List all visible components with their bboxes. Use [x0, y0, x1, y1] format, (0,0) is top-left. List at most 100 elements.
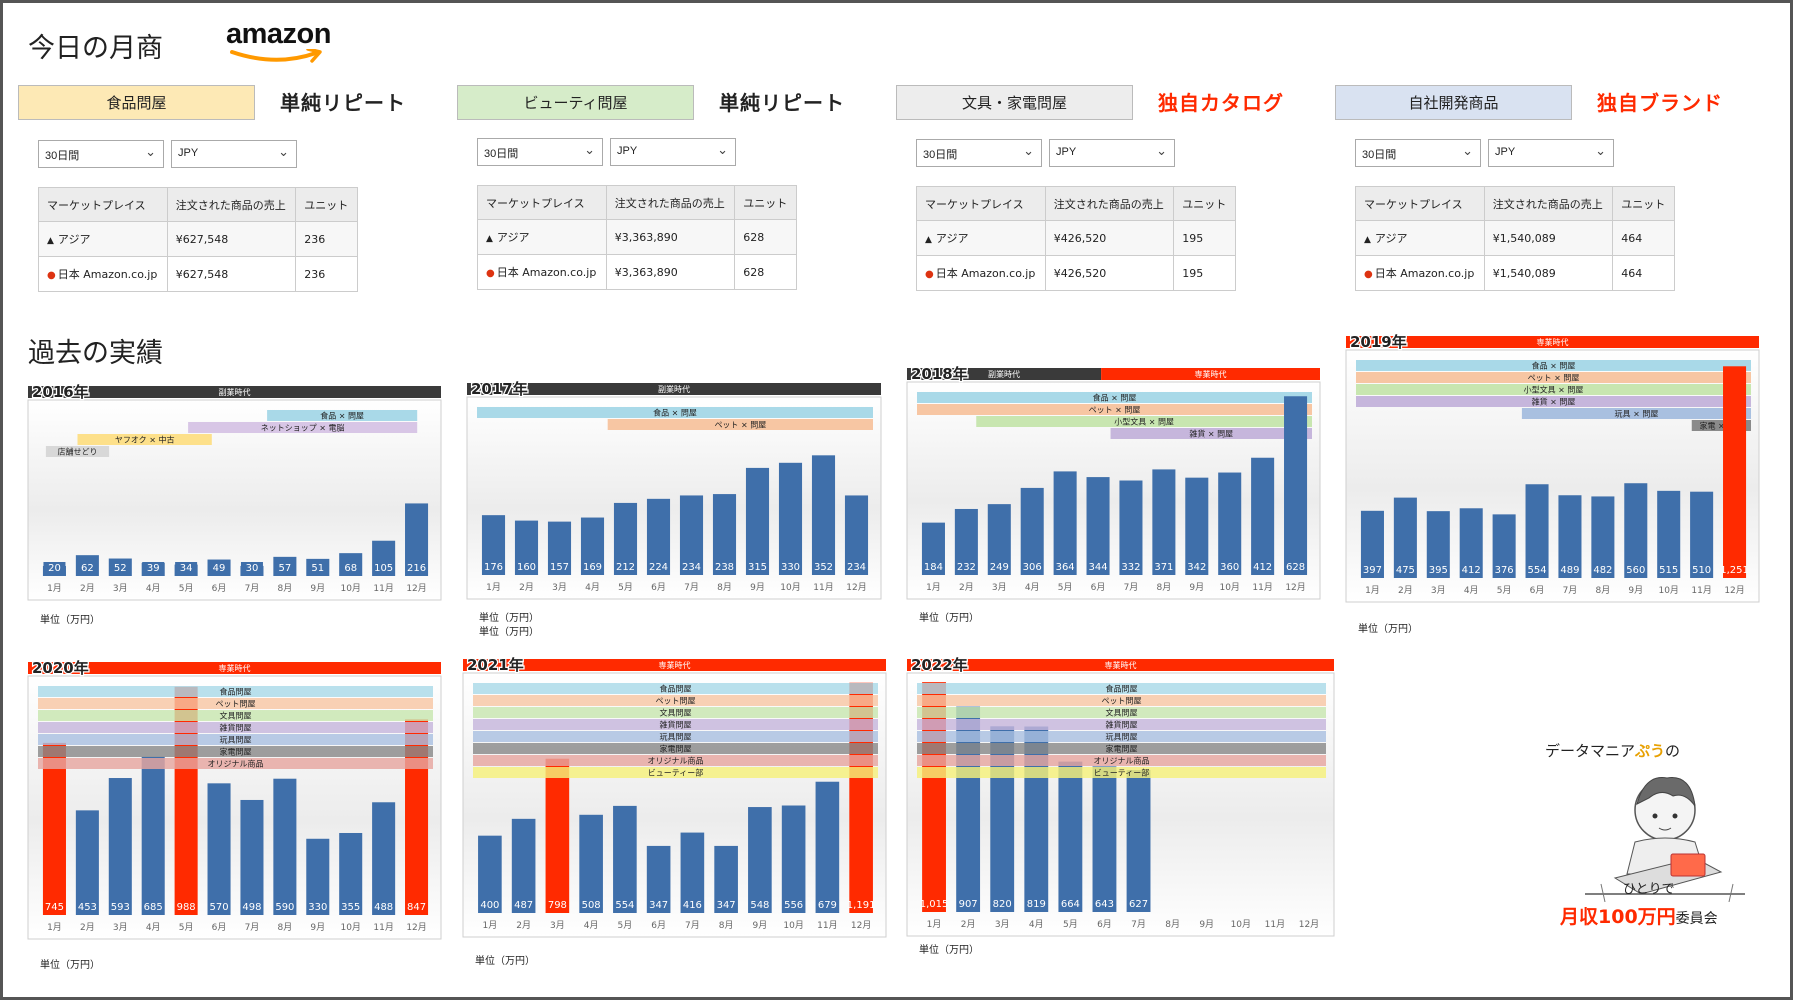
month-tick-label: 4月	[585, 582, 600, 593]
chart-title: 2019年	[1350, 333, 1407, 351]
table-cell-text: ¥426,520	[1053, 266, 1107, 280]
table-cell: ● 日本 Amazon.co.jp	[916, 255, 1046, 291]
category-kind-label: 単純リピート	[719, 91, 845, 115]
period-select[interactable]: 30日間 ⌄	[38, 140, 164, 168]
table-cell-text: 日本 Amazon.co.jp	[496, 266, 597, 279]
business-line-band	[38, 758, 433, 769]
mascot-slogan-main: 月収100万円	[1560, 906, 1676, 928]
currency-select[interactable]: JPY ⌄	[1488, 139, 1614, 167]
business-line-label: 雑貨問屋	[660, 720, 692, 730]
bar	[580, 517, 605, 575]
value-label-bg	[405, 901, 428, 913]
value-label: 400	[480, 900, 499, 911]
table-cell: 236	[295, 221, 358, 257]
amazon-logo-text: amazon	[226, 18, 331, 50]
value-label-bg	[581, 561, 604, 573]
region-row[interactable]: ▲ アジア ¥426,520 195	[916, 220, 1236, 256]
business-line-band	[917, 731, 1326, 742]
value-label: 216	[407, 563, 426, 574]
bar	[174, 686, 198, 915]
bar	[613, 502, 638, 575]
currency-select[interactable]: JPY ⌄	[171, 140, 297, 168]
month-tick-label: 2月	[516, 920, 531, 931]
period-select[interactable]: 30日間 ⌄	[477, 138, 603, 166]
region-row[interactable]: ▲ アジア ¥627,548 236	[38, 221, 358, 257]
caret-up-icon[interactable]: ▲	[1364, 235, 1371, 245]
month-tick-label: 8月	[278, 922, 293, 933]
value-label-bg	[1591, 564, 1614, 576]
bar	[1723, 366, 1747, 578]
table-cell: 628	[734, 254, 797, 290]
caret-up-icon[interactable]: ▲	[925, 235, 932, 245]
month-tick-label: 8月	[1157, 582, 1172, 593]
value-label: 68	[344, 563, 357, 574]
value-label-bg	[1152, 561, 1175, 573]
business-line-label: ネットショップ × 電脳	[261, 423, 345, 433]
business-line-band	[45, 446, 110, 457]
mascot-badge: データマニアぷうの ひとりで 月収100万円委員会	[1545, 740, 1785, 965]
value-label-bg	[1127, 898, 1150, 910]
value-label-bg	[339, 901, 362, 913]
month-tick-label: 8月	[278, 583, 293, 594]
caret-up-icon[interactable]: ▲	[486, 234, 493, 244]
yearly-sales-chart: 専業時代 2020年 745 1月 453 2月 593 3月 685 4月 988 5月 570 6月 4…	[27, 658, 442, 940]
month-tick-label: 5月	[1063, 919, 1078, 930]
value-label: 157	[550, 562, 569, 573]
period-select-value: 30日間	[1362, 149, 1397, 161]
value-label-bg	[109, 901, 132, 913]
business-line-band	[917, 392, 1312, 403]
category-header: ビューティ問屋 単純リピート	[457, 85, 877, 120]
region-row[interactable]: ▲ アジア ¥3,363,890 628	[477, 219, 797, 255]
month-tick-label: 12月	[851, 920, 871, 931]
table-cell: ● 日本 Amazon.co.jp	[1355, 255, 1485, 291]
value-label: 570	[209, 902, 228, 913]
marketplace-row: ● 日本 Amazon.co.jp ¥1,540,089 464	[1355, 255, 1675, 291]
value-label-bg	[372, 562, 395, 574]
era-ribbon	[1101, 368, 1320, 380]
value-label: 1,015	[920, 899, 949, 910]
value-label: 488	[374, 902, 393, 913]
table-header-cell: マーケットプレイス	[916, 186, 1046, 221]
business-line-label: 雑貨 × 問屋	[1532, 397, 1576, 407]
value-label: 355	[341, 902, 360, 913]
era-label: 専業時代	[1195, 369, 1227, 379]
value-label-bg	[478, 899, 501, 911]
era-label: 専業時代	[1105, 660, 1137, 670]
value-label-bg	[240, 562, 263, 574]
marketplace-table: マーケットプレイス 注文された商品の売上 ユニット ▲ アジア ¥3,363,890 628…	[477, 185, 797, 290]
period-select[interactable]: 30日間 ⌄	[1355, 139, 1481, 167]
month-tick-label: 9月	[1199, 919, 1214, 930]
bar	[273, 778, 297, 915]
value-label: 234	[682, 562, 701, 573]
value-label: 548	[750, 900, 769, 911]
value-label: 489	[1560, 565, 1579, 576]
month-tick-label: 8月	[1596, 585, 1611, 596]
region-row[interactable]: ▲ アジア ¥1,540,089 464	[1355, 220, 1675, 256]
value-label-bg	[1119, 561, 1142, 573]
business-line-label: ペット問屋	[216, 700, 256, 709]
table-header-row: マーケットプレイス 注文された商品の売上 ユニット	[1355, 186, 1675, 221]
value-label: 249	[990, 562, 1009, 573]
value-label-bg	[922, 561, 945, 573]
value-label: 487	[514, 900, 533, 911]
era-label: 専業時代	[1537, 337, 1569, 347]
currency-select[interactable]: JPY ⌄	[1049, 139, 1175, 167]
chart-title: 2016年	[32, 383, 89, 401]
currency-select[interactable]: JPY ⌄	[610, 138, 736, 166]
bar	[1492, 514, 1516, 578]
era-label: 副業時代	[658, 384, 690, 394]
month-tick-label: 3月	[113, 583, 128, 594]
bar	[748, 807, 772, 913]
month-tick-label: 3月	[995, 919, 1010, 930]
value-label-bg	[748, 899, 771, 911]
bar	[1251, 457, 1275, 575]
value-label-bg	[175, 901, 198, 913]
bar	[1591, 496, 1615, 578]
business-line-label: 食品問屋	[220, 687, 252, 697]
caret-up-icon[interactable]: ▲	[47, 236, 54, 246]
value-label: 57	[279, 563, 292, 574]
period-select[interactable]: 30日間 ⌄	[916, 139, 1042, 167]
